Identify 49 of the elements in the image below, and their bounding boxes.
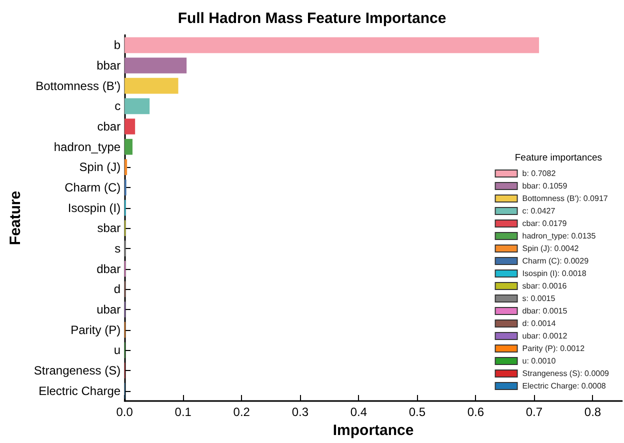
x-tick-label: 0.1: [174, 405, 192, 419]
y-tick-label: Electric Charge: [38, 384, 121, 398]
y-tick-label: bbar: [96, 58, 121, 72]
y-tick-label: b: [114, 38, 121, 52]
legend-label: sbar: 0.0016: [522, 282, 568, 290]
legend-label: b: 0.7082: [522, 169, 556, 178]
y-tick-label: sbar: [97, 221, 121, 236]
legend-label: s: 0.0015: [522, 294, 556, 303]
legend-label: d: 0.0014: [522, 319, 556, 328]
legend-label: Isospin (I): 0.0018: [522, 269, 587, 278]
legend-label: Bottomness (B'): 0.0917: [522, 194, 608, 203]
y-tick-label: Parity (P): [70, 322, 121, 337]
x-tick-label: 0.3: [292, 405, 309, 419]
chart-title: Full Hadron Mass Feature Importance: [178, 10, 446, 27]
legend-label: dbar: 0.0015: [522, 306, 568, 316]
y-tick-label: hadron_type: [54, 140, 121, 154]
y-tick-label: u: [114, 343, 121, 358]
x-axis-title: Importance: [332, 422, 414, 439]
legend-label: c: 0.0427: [522, 206, 556, 216]
legend-label: bbar: 0.1059: [522, 182, 568, 190]
legend-label: Electric Charge: 0.0008: [522, 382, 606, 390]
x-tick-label: 0.4: [350, 405, 368, 419]
y-tick-label: dbar: [96, 262, 121, 276]
y-tick-label: cbar: [97, 120, 121, 134]
legend-label: Strangeness (S): 0.0009: [522, 369, 610, 378]
y-tick-label: Isospin (I): [68, 200, 121, 215]
legend-label: hadron_type: 0.0135: [522, 232, 596, 240]
y-axis-title: Feature: [7, 190, 24, 246]
y-tick-label: Strangeness (S): [34, 364, 121, 378]
y-tick-label: s: [114, 242, 121, 256]
x-tick-label: 0.0: [116, 405, 134, 419]
y-tick-label: Spin (J): [79, 160, 121, 174]
x-tick-label: 0.7: [526, 405, 543, 419]
x-tick-label: 0.8: [584, 405, 602, 419]
y-tick-label: Charm (C): [64, 180, 121, 194]
legend-label: cbar: 0.0179: [522, 219, 568, 228]
y-tick-label: c: [114, 99, 121, 114]
y-tick-label: Bottomness (B'): [36, 78, 121, 93]
legend-label: Spin (J): 0.0042: [522, 244, 580, 253]
y-tick-label: ubar: [96, 302, 121, 316]
x-tick-label: 0.6: [467, 405, 484, 419]
legend-label: ubar: 0.0012: [522, 332, 568, 340]
x-tick-label: 0.5: [408, 405, 426, 419]
x-tick-label: 0.2: [233, 405, 250, 419]
y-tick-label: d: [114, 282, 121, 296]
legend-title: Feature importances: [514, 152, 602, 164]
legend-label: u: 0.0010: [522, 356, 556, 366]
legend-label: Parity (P): 0.0012: [522, 344, 586, 353]
legend-label: Charm (C): 0.0029: [522, 256, 590, 266]
